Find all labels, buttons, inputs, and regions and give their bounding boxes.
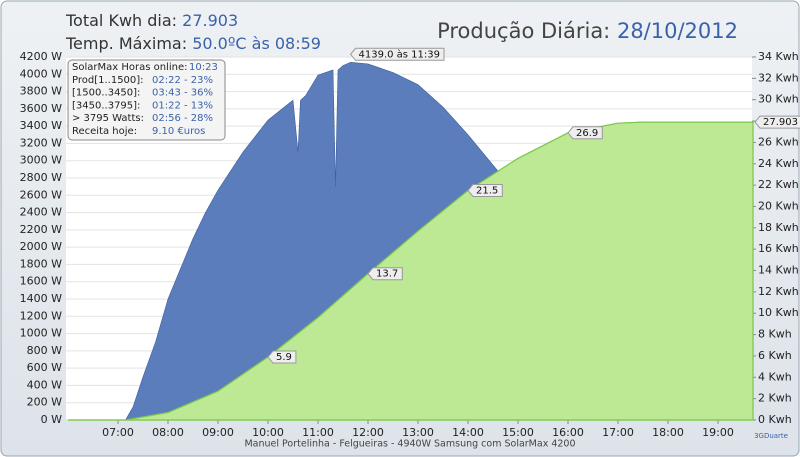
y-tick-label: 1600 W [20,275,62,288]
data-label: 13.7 [367,267,403,281]
y2-tick-label: 12 Kwh [758,285,799,298]
y2-tick-label: 26 Kwh [758,135,799,148]
total-label: Total Kwh dia: [65,11,177,30]
data-label: 5.9 [267,350,297,364]
data-label-text: 5.9 [276,352,292,363]
x-tick-label: 14:00 [452,426,484,439]
y2-tick-label: 22 Kwh [758,178,799,191]
y-tick-label: 3200 W [20,136,62,149]
data-label-text: 4139.0 às 11:39 [359,48,441,60]
data-label-text: 21.5 [476,185,498,196]
x-tick-label: 07:00 [102,426,134,439]
data-label: 26.9 [567,126,603,140]
data-label: 27.903 [754,115,800,129]
total-value: 27.903 [182,11,238,30]
data-label-box [349,47,445,61]
y-tick-label: 2200 W [20,223,62,236]
y2-tick-label: 34 Kwh [758,50,799,63]
y-tick-label: 600 W [27,361,62,374]
info-value: 9.10 €uros [152,126,205,137]
y-tick-label: 1000 W [20,327,62,340]
y-tick-label: 400 W [27,378,62,391]
temp-label: Temp. Máxima: [65,34,187,53]
info-label: > 3795 Watts: [72,113,144,124]
y2-tick-label: 32 Kwh [758,71,799,84]
header-temp: Temp. Máxima: 50.0ºC às 08:59 [65,34,321,53]
info-box [67,59,226,141]
credit: 3GDuarte [754,432,788,440]
data-label-text: 26.9 [576,128,598,139]
y-tick-label: 2000 W [20,240,62,253]
info-label: Receita hoje: [72,126,137,137]
y-tick-label: 1800 W [20,257,62,270]
info-value: 10:23 [189,62,218,73]
y2-tick-label: 30 Kwh [758,93,799,106]
y2-tick-label: 8 Kwh [758,328,792,341]
info-label: [1500..3450]: [72,88,140,99]
x-tick-label: 19:00 [702,426,734,439]
data-label-text: 13.7 [376,269,398,280]
data-label: 4139.0 às 11:39 [349,47,445,61]
y-tick-label: 4200 W [20,50,62,63]
x-tick-label: 18:00 [652,426,684,439]
x-tick-label: 10:00 [252,426,284,439]
y-tick-label: 800 W [27,344,62,357]
y-tick-label: 3000 W [20,154,62,167]
x-tick-label: 15:00 [502,426,534,439]
temp-value: 50.0ºC às 08:59 [192,34,321,53]
y2-tick-label: 20 Kwh [758,199,799,212]
y2-tick-label: 10 Kwh [758,306,799,319]
info-value: 02:56 - 28% [152,113,213,124]
data-label: 21.5 [467,183,503,197]
y-tick-label: 2600 W [20,188,62,201]
data-label-text: 27.903 [763,117,798,128]
data-label-box [267,350,297,364]
y-tick-label: 2800 W [20,171,62,184]
x-tick-label: 17:00 [602,426,634,439]
y2-tick-label: 0 Kwh [758,413,792,426]
y-tick-label: 2400 W [20,206,62,219]
y-tick-label: 3800 W [20,85,62,98]
x-tick-label: 09:00 [202,426,234,439]
chart-title: Produção Diária: 28/10/2012 [437,19,738,43]
info-label: SolarMax Horas online: [72,62,187,73]
info-label: [3450..3795]: [72,100,140,111]
header-total: Total Kwh dia: 27.903 [65,11,238,30]
title: Produção Diária: [437,19,610,43]
info-value: 03:43 - 36% [152,88,213,99]
area [68,121,754,421]
y2-tick-label: 16 Kwh [758,242,799,255]
data-label-box [567,126,603,140]
y2-tick-label: 14 Kwh [758,264,799,277]
x-tick-label: 08:00 [152,426,184,439]
x-tick-label: 13:00 [402,426,434,439]
x-tick-label: 16:00 [552,426,584,439]
info-value: 02:22 - 23% [152,75,213,86]
y-tick-label: 3600 W [20,102,62,115]
data-label-box [367,267,403,281]
y-tick-label: 0 W [41,413,62,426]
x-tick-label: 11:00 [302,426,334,439]
info-label: Prod[1..1500]: [72,75,144,86]
info-value: 01:22 - 13% [152,100,213,111]
y2-tick-label: 4 Kwh [758,370,792,383]
subtitle: 28/10/2012 [617,19,738,43]
x-tick-label: 12:00 [352,426,384,439]
y2-tick-label: 6 Kwh [758,349,792,362]
y-tick-label: 1200 W [20,309,62,322]
data-label-box [467,183,503,197]
y-tick-label: 4000 W [20,67,62,80]
y-tick-label: 1400 W [20,292,62,305]
y2-tick-label: 24 Kwh [758,157,799,170]
data-label-box [754,115,800,129]
footer: Manuel Portelinha - Felgueiras - 4940W S… [244,439,575,450]
y2-tick-label: 18 Kwh [758,221,799,234]
y-tick-label: 200 W [27,396,62,409]
y2-tick-label: 2 Kwh [758,392,792,405]
y-tick-label: 3400 W [20,119,62,132]
